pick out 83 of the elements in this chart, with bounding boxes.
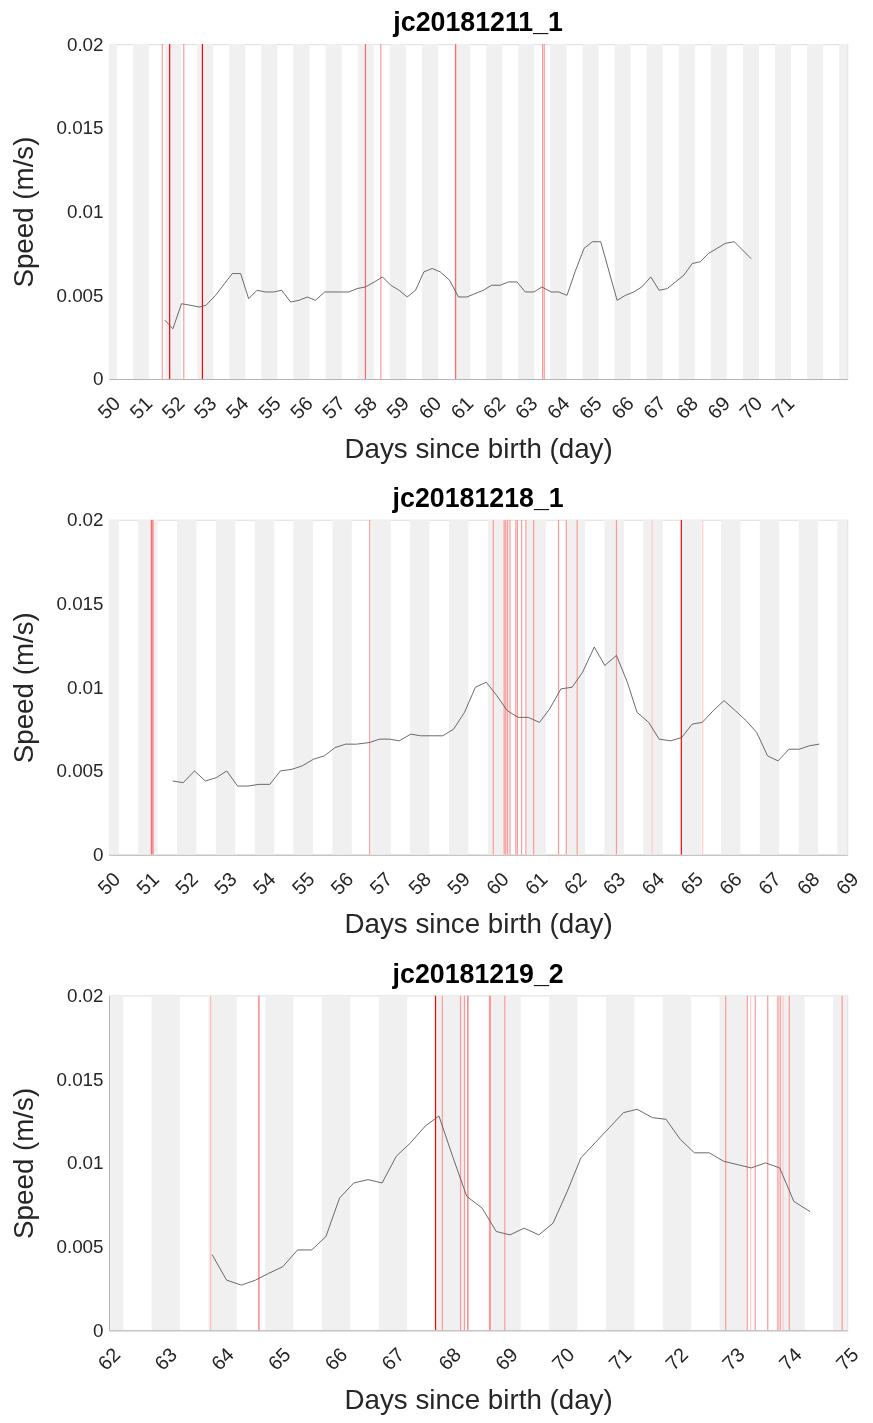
- x-tick-label: 65: [574, 391, 606, 424]
- x-tick-label: 50: [93, 867, 125, 899]
- y-axis-title: Speed (m/s): [7, 136, 39, 288]
- y-tick-label: 0.01: [66, 1152, 104, 1174]
- y-tick-label: 0.02: [66, 984, 104, 1006]
- x-tick-label: 51: [132, 867, 164, 899]
- x-tick-label: 50: [93, 391, 125, 424]
- x-tick-label: 69: [831, 867, 863, 899]
- x-tick-label: 75: [831, 1343, 863, 1375]
- x-tick-label: 59: [382, 391, 414, 424]
- y-tick-label: 0.015: [56, 592, 104, 614]
- line-series: [172, 646, 820, 787]
- x-tick-label: 73: [717, 1343, 749, 1375]
- x-tick-label: 60: [481, 867, 513, 899]
- x-tick-label: 57: [365, 867, 397, 899]
- y-tick-label: 0.005: [56, 284, 104, 306]
- x-tick-label: 58: [349, 391, 382, 424]
- x-tick-label: 69: [490, 1343, 522, 1375]
- x-tick-label: 66: [606, 391, 638, 424]
- y-tick-label: 0: [93, 844, 104, 866]
- y-tick-label: 0.005: [56, 1236, 104, 1258]
- x-tick-label: 63: [510, 391, 542, 424]
- chart-title: jc20181219_2: [391, 958, 564, 989]
- x-tick-label: 61: [446, 391, 478, 424]
- x-tick-label: 67: [753, 867, 785, 899]
- x-tick-label: 52: [157, 391, 189, 424]
- x-tick-label: 65: [676, 867, 708, 899]
- x-tick-label: 71: [604, 1343, 636, 1375]
- x-tick-label: 68: [433, 1343, 466, 1375]
- x-tick-label: 63: [149, 1343, 182, 1375]
- x-tick-label: 62: [478, 391, 510, 424]
- x-tick-label: 57: [317, 391, 349, 424]
- x-tick-label: 59: [442, 867, 475, 899]
- x-tick-label: 54: [248, 867, 280, 899]
- x-tick-label: 58: [404, 867, 436, 899]
- y-tick-label: 0.02: [66, 509, 104, 531]
- line-series: [211, 1108, 811, 1286]
- y-tick-label: 0.01: [66, 676, 104, 698]
- y-tick-label: 0.02: [66, 33, 104, 55]
- x-tick-label: 54: [221, 391, 253, 424]
- y-tick-label: 0: [93, 1319, 104, 1341]
- x-tick-label: 66: [320, 1343, 352, 1375]
- x-tick-label: 72: [661, 1343, 693, 1375]
- x-tick-label: 63: [598, 867, 630, 899]
- x-tick-label: 53: [209, 867, 241, 899]
- y-tick-label: 0.015: [56, 117, 104, 139]
- x-tick-label: 64: [542, 391, 574, 424]
- y-tick-label: 0.005: [56, 760, 104, 782]
- chart-title: jc20181211_1: [392, 7, 564, 38]
- x-axis-title: Days since birth (day): [344, 908, 613, 940]
- x-tick-label: 65: [263, 1343, 295, 1375]
- x-tick-label: 70: [735, 391, 767, 424]
- y-axis-title: Speed (m/s): [7, 1087, 39, 1239]
- line-series: [164, 241, 752, 330]
- x-tick-label: 51: [125, 391, 157, 424]
- x-axis-title: Days since birth (day): [344, 1384, 613, 1416]
- x-tick-label: 69: [703, 391, 735, 424]
- x-tick-label: 62: [559, 867, 591, 899]
- x-tick-label: 71: [767, 391, 799, 424]
- y-tick-label: 0.015: [56, 1068, 104, 1090]
- x-tick-label: 56: [285, 391, 317, 424]
- x-tick-label: 66: [714, 867, 746, 899]
- x-tick-label: 64: [637, 867, 669, 899]
- chart-title: jc20181218_1: [391, 482, 564, 513]
- x-tick-label: 55: [253, 391, 285, 424]
- x-tick-label: 67: [377, 1343, 409, 1375]
- x-tick-label: 52: [170, 867, 203, 899]
- x-tick-label: 53: [189, 391, 221, 424]
- x-tick-label: 60: [414, 391, 446, 424]
- x-tick-label: 61: [520, 867, 552, 899]
- x-tick-label: 70: [547, 1343, 579, 1375]
- x-tick-label: 68: [792, 867, 824, 899]
- x-tick-label: 62: [93, 1343, 125, 1375]
- y-tick-label: 0: [93, 368, 104, 390]
- x-tick-label: 67: [638, 391, 670, 424]
- x-axis-title: Days since birth (day): [344, 432, 613, 464]
- y-axis-title: Speed (m/s): [7, 612, 39, 764]
- x-tick-label: 56: [326, 867, 358, 899]
- x-tick-label: 55: [287, 867, 319, 899]
- x-tick-label: 68: [670, 391, 703, 424]
- y-tick-label: 0.01: [66, 201, 104, 223]
- x-tick-label: 74: [774, 1343, 806, 1375]
- x-tick-label: 64: [206, 1343, 238, 1375]
